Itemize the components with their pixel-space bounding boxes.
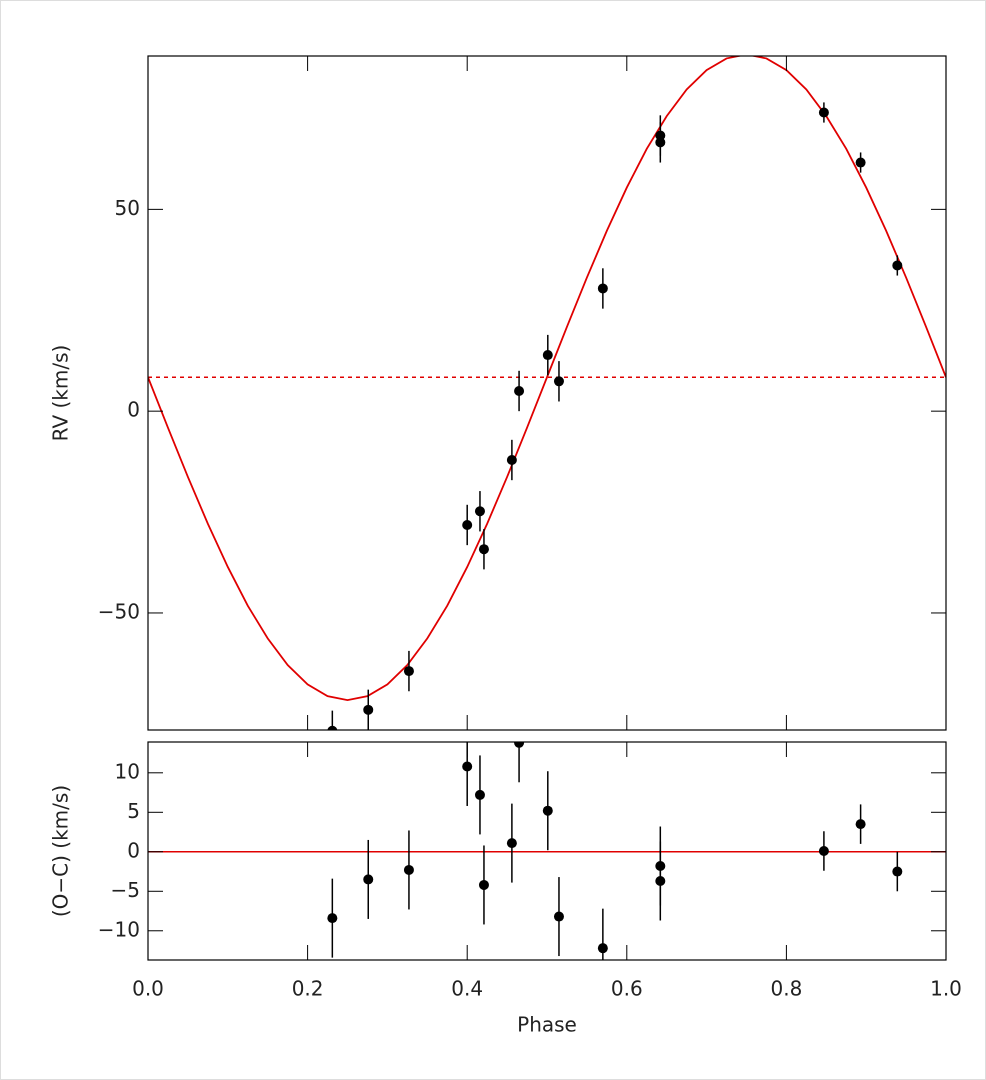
x-tick-label: 1.0 (930, 977, 962, 1001)
plot-area (148, 742, 946, 960)
y-tick-label: 10 (115, 759, 140, 783)
data-point (855, 819, 866, 830)
y-tick-label: 0 (127, 398, 140, 422)
y-axis-label: (O−C) (km/s) (49, 785, 73, 917)
data-point (542, 805, 553, 816)
y-tick-label: 5 (127, 799, 140, 823)
x-tick-label: 0.6 (611, 977, 643, 1001)
x-tick-label: 0.0 (132, 977, 164, 1001)
data-point (363, 704, 374, 715)
data-point (514, 742, 525, 748)
data-point (403, 864, 414, 875)
data-point (597, 943, 608, 954)
data-point (478, 544, 489, 555)
data-point (892, 260, 903, 271)
data-point (892, 866, 903, 877)
data-point (553, 376, 564, 387)
x-tick-label: 0.4 (451, 977, 483, 1001)
data-point (553, 911, 564, 922)
y-tick-label: −10 (98, 917, 140, 941)
data-point (474, 789, 485, 800)
y-axis-label: RV (km/s) (49, 345, 73, 442)
y-tick-label: −5 (111, 878, 140, 902)
data-point (818, 107, 829, 118)
data-point (462, 761, 473, 772)
x-axis-label: Phase (517, 1013, 577, 1037)
data-point (474, 506, 485, 517)
data-point (542, 350, 553, 361)
data-point (597, 283, 608, 294)
data-point (506, 838, 517, 849)
model-curve (148, 56, 946, 702)
y-tick-label: −50 (98, 599, 140, 623)
y-tick-label: 50 (115, 196, 140, 220)
data-point (462, 519, 473, 530)
data-point (514, 385, 525, 396)
data-point (327, 913, 338, 924)
data-point (327, 725, 338, 730)
data-point (403, 666, 414, 677)
data-point (478, 879, 489, 890)
data-point (655, 876, 666, 887)
data-point (855, 157, 866, 168)
frame (147, 741, 947, 961)
x-tick-label: 0.2 (292, 977, 324, 1001)
data-point (655, 137, 666, 148)
y-tick-label: 0 (127, 838, 140, 862)
frame (147, 55, 947, 731)
x-tick-label: 0.8 (770, 977, 802, 1001)
data-point (506, 454, 517, 465)
data-point (818, 846, 829, 856)
plot-area (148, 56, 946, 730)
data-point (363, 874, 374, 885)
